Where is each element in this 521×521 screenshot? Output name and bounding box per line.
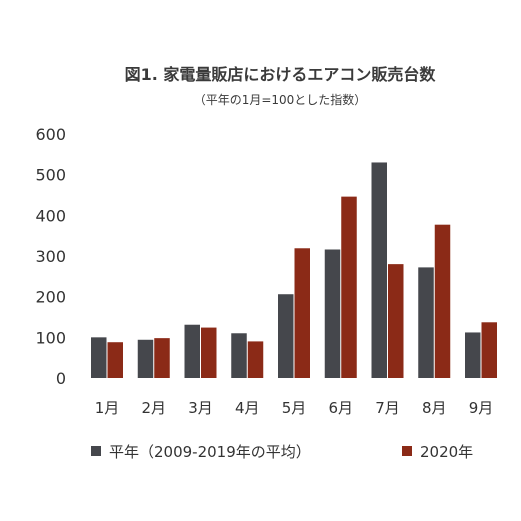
y-tick-label: 100	[35, 328, 66, 347]
y-tick-label: 500	[35, 166, 66, 185]
y-tick-label: 200	[35, 288, 66, 307]
bar-heinen	[371, 162, 387, 378]
bar-group	[278, 248, 310, 378]
legend-swatch	[402, 446, 412, 456]
chart-title: 図1. 家電量販店におけるエアコン販売台数	[125, 65, 437, 84]
y-tick-label: 600	[35, 125, 66, 144]
bar-group	[371, 162, 404, 378]
bars	[91, 162, 497, 378]
bar-group	[91, 337, 123, 378]
bar-2020	[154, 338, 170, 378]
bar-group	[418, 224, 451, 378]
bar-group	[184, 324, 217, 378]
y-tick-label: 0	[56, 369, 66, 388]
y-tick-label: 300	[35, 247, 66, 266]
x-tick-label: 9月	[469, 399, 494, 417]
bar-heinen	[465, 332, 481, 378]
bar-2020	[388, 264, 404, 378]
x-tick-label: 5月	[282, 399, 307, 417]
bar-heinen	[137, 339, 154, 378]
bar-2020	[434, 224, 451, 378]
bar-heinen	[91, 337, 107, 378]
bar-2020	[107, 342, 123, 378]
legend-label: 平年（2009-2019年の平均）	[109, 443, 311, 461]
chart-subtitle: （平年の1月=100とした指数）	[194, 92, 367, 107]
bar-group	[137, 338, 170, 378]
y-axis: 0 100 200 300 400 500 600	[35, 125, 66, 388]
bar-group	[231, 333, 264, 378]
bar-2020	[481, 322, 497, 378]
x-tick-label: 8月	[422, 399, 447, 417]
bar-group	[324, 196, 357, 378]
legend: 平年（2009-2019年の平均） 2020年	[91, 443, 473, 461]
bar-heinen	[231, 333, 247, 378]
legend-label: 2020年	[420, 443, 473, 461]
bar-heinen	[324, 249, 341, 378]
bar-heinen	[278, 294, 294, 378]
x-axis: 1月 2月 3月 4月 5月 6月 7月 8月 9月	[95, 399, 494, 417]
bar-2020	[341, 196, 357, 378]
bar-group	[465, 322, 497, 378]
x-tick-label: 6月	[328, 399, 353, 417]
x-tick-label: 7月	[375, 399, 400, 417]
y-tick-label: 400	[35, 206, 66, 225]
bar-2020	[294, 248, 310, 378]
bar-2020	[201, 327, 217, 378]
bar-2020	[247, 341, 264, 378]
x-tick-label: 2月	[141, 399, 166, 417]
bar-heinen	[184, 324, 200, 378]
legend-swatch	[91, 446, 101, 456]
x-tick-label: 1月	[95, 399, 120, 417]
bar-heinen	[418, 267, 434, 378]
x-tick-label: 4月	[235, 399, 260, 417]
x-tick-label: 3月	[188, 399, 213, 417]
